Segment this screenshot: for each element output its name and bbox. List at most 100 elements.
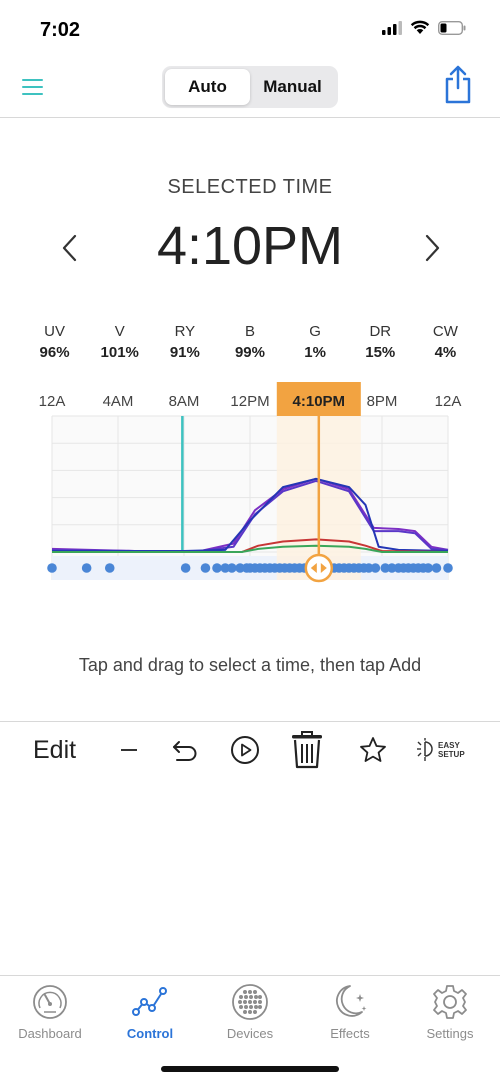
tab-control[interactable]: Control [100, 982, 200, 1041]
keyframe-point [443, 563, 453, 573]
next-time-button[interactable] [418, 230, 446, 266]
easy-setup-label: EASY SETUP [438, 741, 465, 759]
series-line-ry [52, 538, 449, 553]
keyframe-points [47, 563, 453, 573]
star-icon [360, 737, 386, 762]
drag-handle-left-arrow [310, 563, 317, 573]
instruction-hint: Tap and drag to select a time, then tap … [78, 655, 422, 675]
channel-value: 4% [434, 344, 457, 361]
mode-auto-button[interactable]: Auto [165, 69, 250, 105]
drag-handle-ring [304, 553, 334, 583]
status-bar: 7:02 [0, 0, 500, 58]
schedule-chart-svg[interactable]: 12A 4AM 8AM 12PM 4:10PM 8PM 12A [0, 380, 500, 600]
mode-segmented-control: Auto Manual [162, 66, 338, 108]
tab-label: Effects [330, 1026, 370, 1041]
led-grid-icon [232, 984, 268, 1020]
channel-uv: UV 96% [22, 323, 87, 361]
tab-settings[interactable]: Settings [400, 982, 500, 1041]
chevron-left-icon [62, 234, 77, 262]
tab-devices[interactable]: Devices [200, 982, 300, 1041]
chart-x-ticks: 12A 4AM 8AM 12PM 4:10PM 8PM 12A [39, 393, 462, 410]
time-drag-handle[interactable] [304, 553, 334, 583]
keyframe-point [200, 563, 211, 573]
tab-label: Settings [426, 1026, 474, 1041]
favorite-button[interactable] [355, 732, 391, 768]
channel-ry: RY 91% [152, 323, 217, 361]
remove-keyframe-button[interactable] [112, 732, 148, 768]
edit-toolbar: Edit [0, 721, 500, 779]
channel-name: UV [44, 323, 65, 340]
channel-values: UV 96% V 101% RY 91% B 99% G 1% DR 15% C… [22, 323, 478, 361]
x-tick-label: 12A [39, 393, 66, 410]
channel-value: 91% [169, 344, 200, 361]
selected-tick-label: 4:10PM [293, 393, 346, 410]
keyframe-point [380, 563, 391, 573]
easy-setup-bulb-icon [417, 738, 433, 761]
x-tick-label: 8AM [169, 393, 200, 410]
easy-setup-line2: SETUP [438, 750, 465, 759]
mode-manual-button[interactable]: Manual [263, 77, 322, 96]
minus-icon [121, 749, 137, 751]
keyframe-point [104, 563, 115, 573]
tab-label: Control [126, 1026, 174, 1041]
channel-b: B 99% [217, 323, 282, 361]
delete-button[interactable] [289, 731, 325, 769]
trash-icon [292, 731, 322, 769]
undo-button[interactable] [168, 732, 204, 768]
cellular-signal-icon [382, 20, 402, 35]
gear-icon [433, 985, 467, 1019]
keyframe-point [47, 563, 57, 573]
x-tick-label: 12PM [230, 393, 269, 410]
status-time: 7:02 [40, 19, 81, 41]
channel-g: G 1% [283, 323, 348, 361]
chart-series [51, 477, 449, 553]
wifi-icon [410, 20, 430, 34]
x-tick-label: 8PM [367, 393, 398, 410]
schedule-chart[interactable]: 12A 4AM 8AM 12PM 4:10PM 8PM 12A [0, 380, 500, 600]
chevron-right-icon [425, 234, 440, 262]
selected-time-tab [276, 382, 361, 416]
channel-name: V [114, 323, 125, 340]
hamburger-menu-icon [22, 79, 43, 95]
undo-icon [173, 741, 197, 761]
keyframe-point [235, 563, 245, 573]
x-tick-label: 4AM [103, 393, 134, 410]
keyframe-point [212, 563, 222, 573]
channel-v: V 101% [87, 323, 152, 361]
channel-name: G [309, 323, 321, 340]
channel-name: DR [369, 323, 392, 340]
share-icon [445, 65, 471, 104]
channel-value: 15% [365, 344, 396, 361]
nav-bar: Auto Manual [0, 58, 500, 118]
gauge-icon [33, 985, 67, 1019]
keyframe-point [364, 563, 374, 573]
tab-dashboard[interactable]: Dashboard [0, 982, 100, 1041]
keyframe-point [220, 563, 231, 573]
selected-time-value: 4:10PM [156, 216, 344, 276]
drag-handle-right-arrow [320, 563, 327, 573]
moon-stars-icon [336, 985, 367, 1017]
easy-setup-line1: EASY [438, 741, 460, 750]
tab-label: Devices [226, 1026, 274, 1041]
battery-icon [438, 20, 466, 35]
keyframe-point [81, 563, 92, 573]
menu-button[interactable] [20, 75, 46, 99]
channel-cw: CW 4% [413, 323, 478, 361]
line-chart-icon [132, 987, 167, 1016]
share-button[interactable] [442, 64, 474, 106]
selected-time-label: SELECTED TIME [167, 176, 333, 198]
channel-dr: DR 15% [348, 323, 413, 361]
keyframe-point [227, 563, 237, 573]
easy-setup-button[interactable]: EASY SETUP [416, 738, 465, 762]
channel-name: B [244, 323, 255, 340]
series-line-b [52, 477, 449, 552]
previous-time-button[interactable] [56, 230, 84, 266]
tab-bar: Dashboard Control Devices [0, 975, 500, 1083]
tab-effects[interactable]: Effects [300, 982, 400, 1041]
x-tick-label: 12A [435, 393, 462, 410]
series-line-g [52, 544, 448, 553]
edit-label: Edit [33, 736, 77, 764]
preview-play-button[interactable] [227, 732, 263, 768]
keyframe-point [370, 563, 381, 573]
keyframe-point [180, 563, 191, 573]
